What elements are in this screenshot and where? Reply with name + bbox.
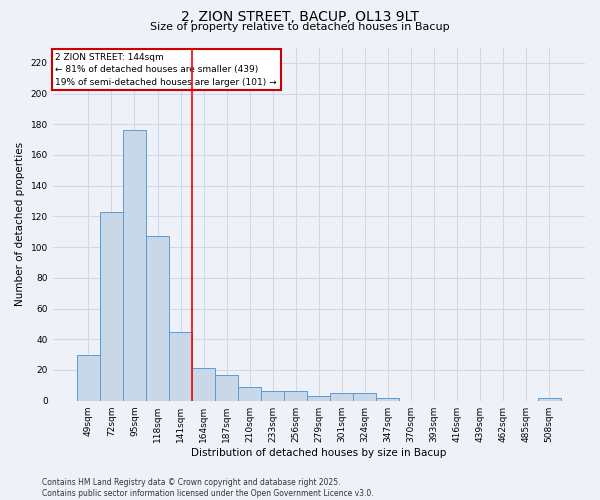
- Bar: [77, 354, 100, 401]
- X-axis label: Distribution of detached houses by size in Bacup: Distribution of detached houses by size …: [191, 448, 446, 458]
- Text: Size of property relative to detached houses in Bacup: Size of property relative to detached ho…: [150, 22, 450, 32]
- Bar: [353, 393, 376, 400]
- Bar: [331, 393, 353, 400]
- Text: 2 ZION STREET: 144sqm
← 81% of detached houses are smaller (439)
19% of semi-det: 2 ZION STREET: 144sqm ← 81% of detached …: [55, 53, 277, 87]
- Bar: [307, 396, 331, 400]
- Bar: [123, 130, 146, 400]
- Bar: [284, 392, 307, 400]
- Text: 2, ZION STREET, BACUP, OL13 9LT: 2, ZION STREET, BACUP, OL13 9LT: [181, 10, 419, 24]
- Bar: [146, 236, 169, 400]
- Bar: [192, 368, 215, 400]
- Bar: [238, 387, 261, 400]
- Bar: [376, 398, 400, 400]
- Bar: [169, 332, 192, 400]
- Text: Contains HM Land Registry data © Crown copyright and database right 2025.
Contai: Contains HM Land Registry data © Crown c…: [42, 478, 374, 498]
- Y-axis label: Number of detached properties: Number of detached properties: [15, 142, 25, 306]
- Bar: [100, 212, 123, 400]
- Bar: [261, 392, 284, 400]
- Bar: [215, 374, 238, 400]
- Bar: [538, 398, 561, 400]
